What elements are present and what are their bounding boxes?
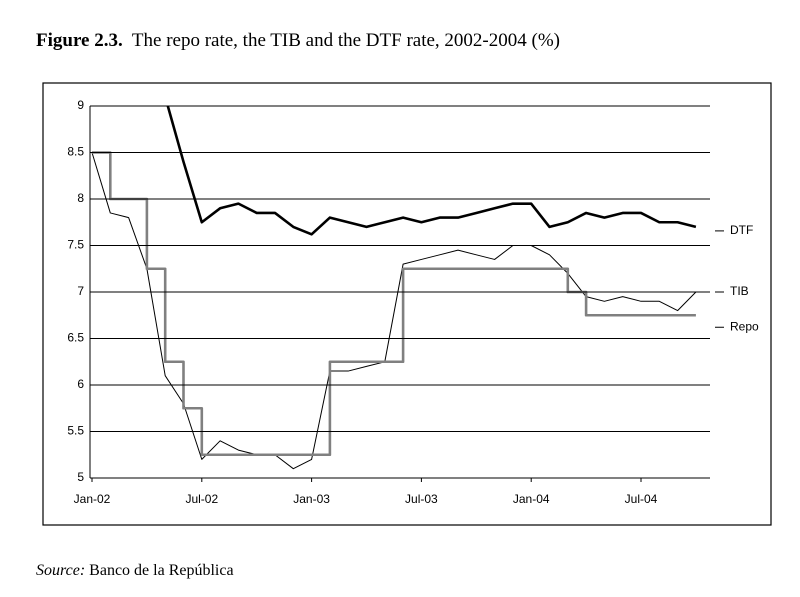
series-line <box>166 106 697 236</box>
x-tick-label: Jan-03 <box>293 492 330 506</box>
y-tick-label: 9 <box>77 98 84 112</box>
figure-title: Figure 2.3. The repo rate, the TIB and t… <box>36 30 560 52</box>
y-tick-label: 5 <box>77 470 84 484</box>
x-tick-label: Jul-04 <box>625 492 658 506</box>
y-tick-label: 6.5 <box>67 331 84 345</box>
chart: 5 5.5 6 6.5 7 7.5 8 8.5 9 Jan-02 Jul-02 Jan-03 Jul-0… <box>42 82 772 526</box>
series-label: Repo <box>730 319 759 333</box>
plot-area <box>91 106 697 470</box>
source-label: Source: <box>36 562 86 579</box>
x-tick-label: Jul-03 <box>405 492 438 506</box>
x-tick-label: Jan-02 <box>74 492 111 506</box>
y-tick-label: 5.5 <box>67 424 84 438</box>
series-label: DTF <box>730 223 753 237</box>
x-tick-label: Jan-04 <box>513 492 550 506</box>
series-line <box>92 151 696 457</box>
y-tick-label: 8.5 <box>67 145 84 159</box>
chart-frame <box>42 82 772 526</box>
x-tick-label: Jul-02 <box>185 492 218 506</box>
y-tick-label: 8 <box>77 191 84 205</box>
source-note: Source: Banco de la República <box>36 562 234 580</box>
title-text: The repo rate, the TIB and the DTF rate,… <box>131 30 560 51</box>
y-tick-label: 7.5 <box>67 238 84 252</box>
source-text: Banco de la República <box>89 562 234 579</box>
y-tick-label: 7 <box>77 284 84 298</box>
figure-label: Figure 2.3. <box>36 30 123 51</box>
series-line <box>91 152 697 470</box>
series-label: TIB <box>730 284 749 298</box>
y-tick-label: 6 <box>77 377 84 391</box>
